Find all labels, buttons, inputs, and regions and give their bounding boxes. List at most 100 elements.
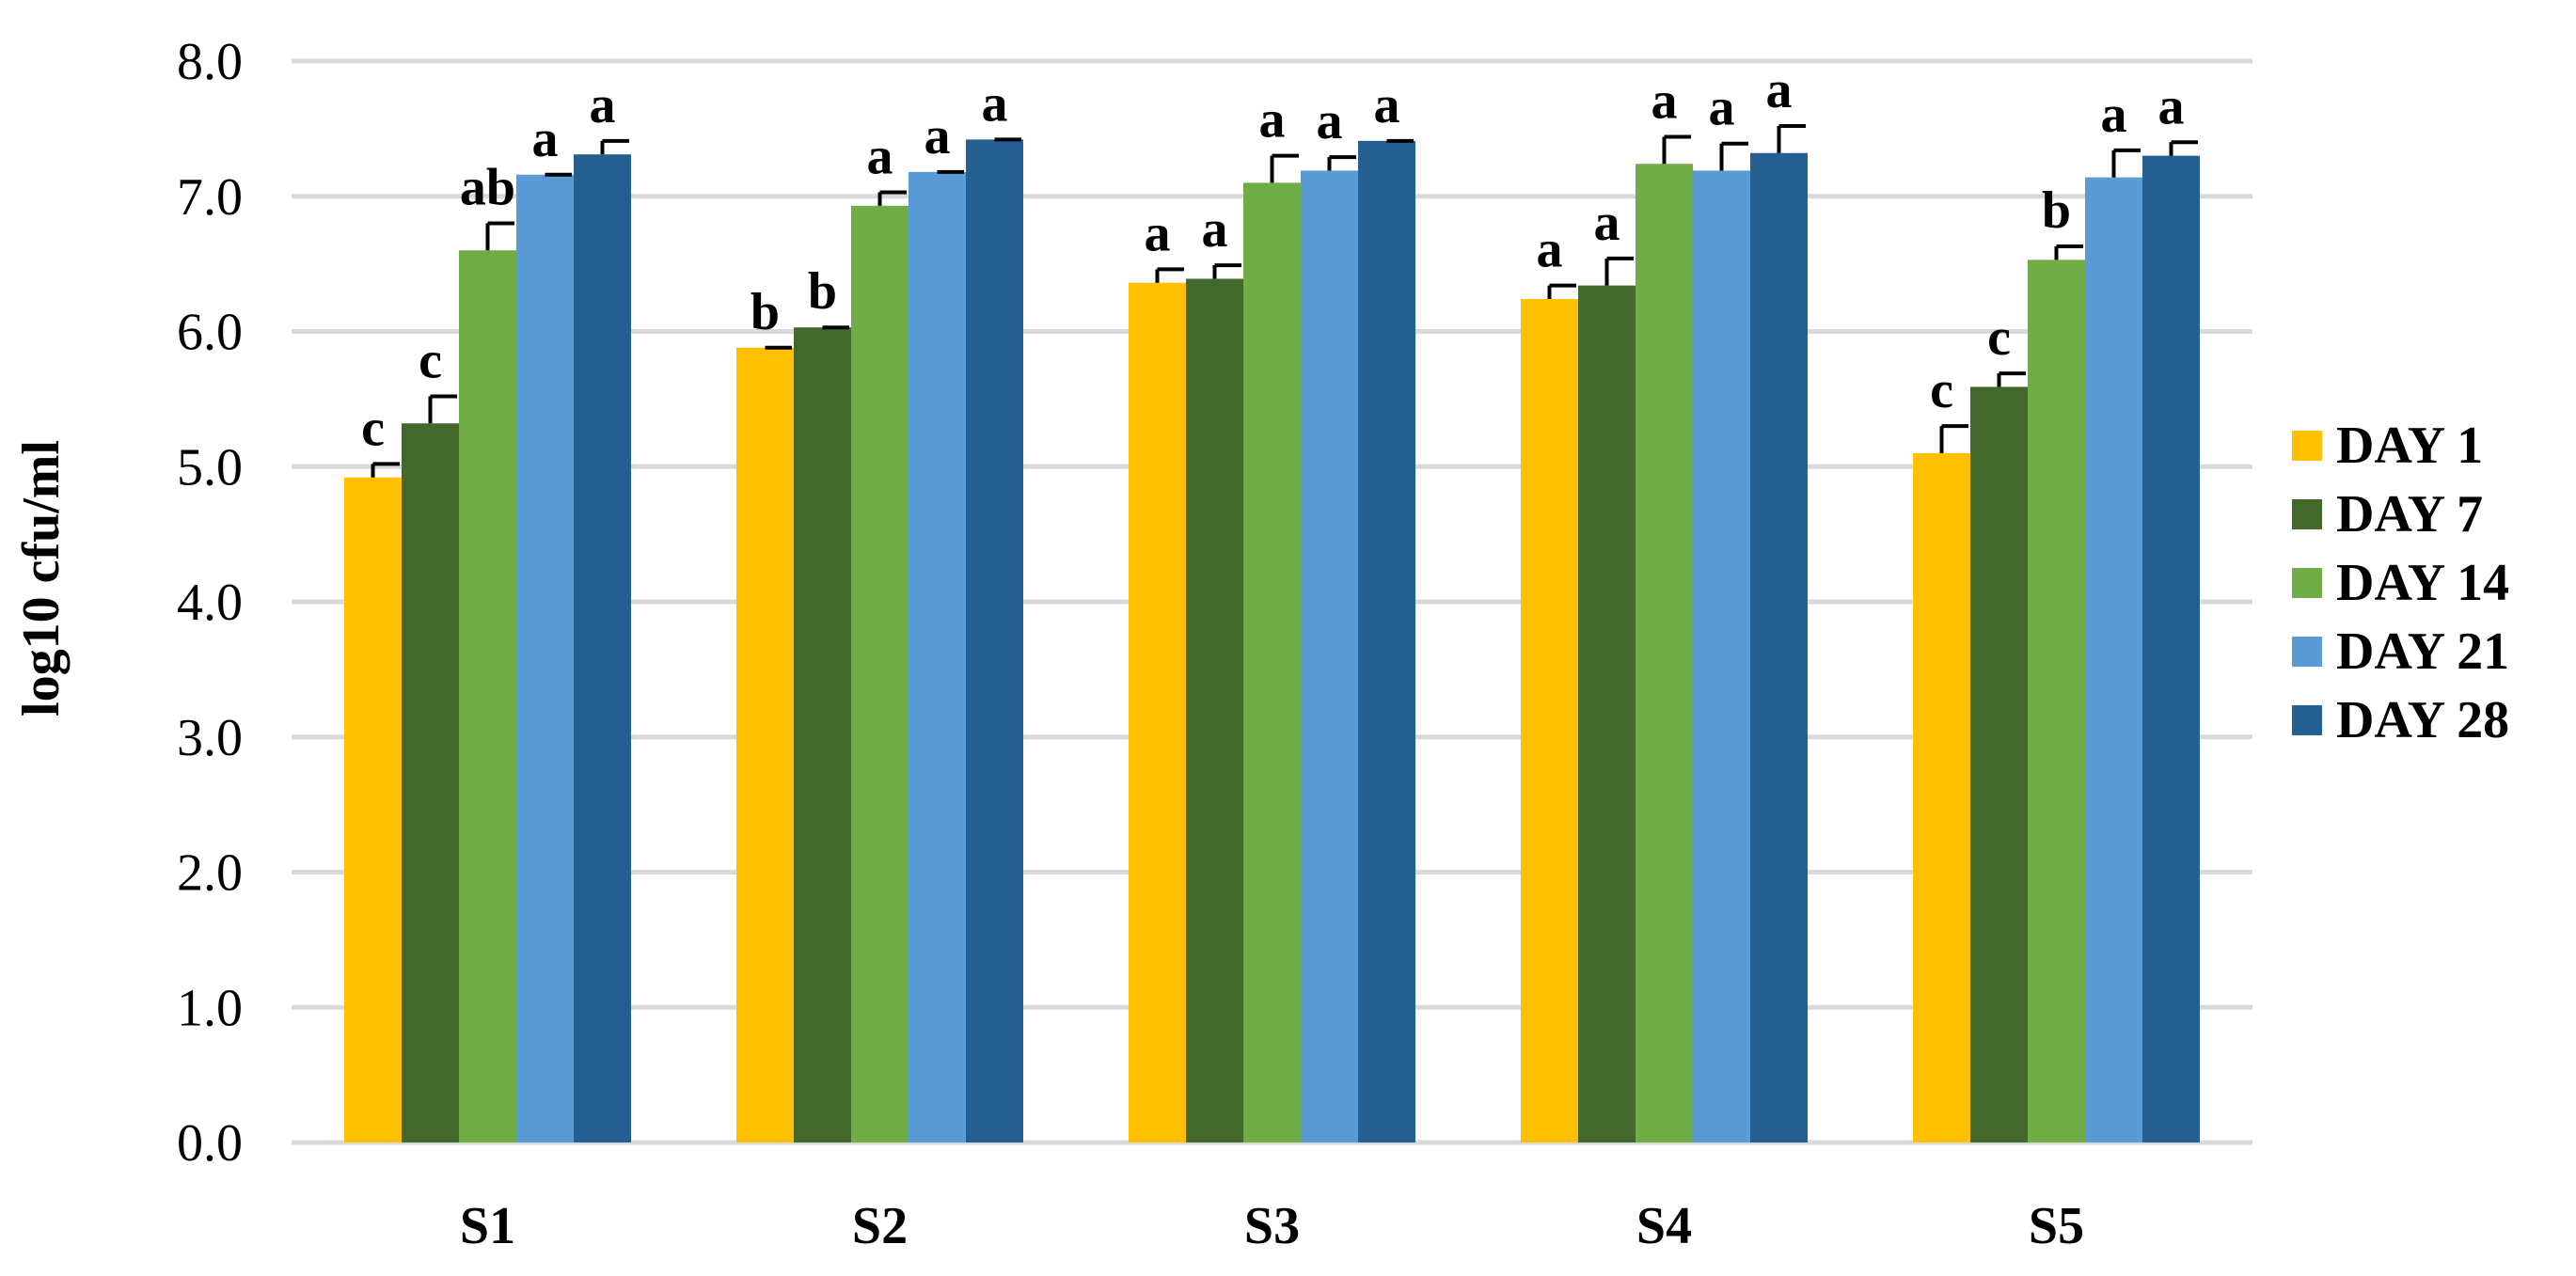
bar-s2-day-14 — [851, 205, 909, 1142]
legend-swatch — [2292, 431, 2322, 461]
significance-letter: a — [1145, 204, 1171, 262]
x-category-label: S5 — [2029, 1197, 2084, 1255]
y-tick-label: 2.0 — [177, 844, 243, 903]
error-bar — [2169, 140, 2198, 156]
significance-letter: a — [1259, 91, 1286, 150]
legend-item: DAY 28 — [2292, 691, 2509, 749]
significance-letter: a — [867, 127, 893, 185]
bar-s5-day-21 — [2085, 177, 2142, 1142]
bar-s4-day-28 — [1750, 152, 1808, 1142]
bar-s1-day-1 — [344, 477, 402, 1142]
legend-item: DAY 1 — [2292, 417, 2483, 475]
x-category-label: S4 — [1636, 1197, 1692, 1255]
significance-letter: a — [1374, 76, 1400, 134]
significance-letter: a — [1537, 221, 1563, 279]
legend-label: DAY 7 — [2336, 485, 2483, 543]
significance-letter: a — [1317, 92, 1343, 150]
significance-letter: a — [925, 107, 951, 165]
error-bar — [371, 462, 400, 478]
significance-letter: a — [2158, 77, 2185, 135]
x-category-label: S2 — [852, 1197, 908, 1255]
error-bars — [371, 124, 2198, 478]
error-bar — [600, 138, 629, 155]
y-tick-label: 6.0 — [177, 304, 243, 362]
significance-letter: ab — [460, 159, 515, 217]
bar-s3-day-21 — [1301, 170, 1358, 1142]
significance-letter: b — [808, 262, 837, 321]
significance-letter: c — [1930, 361, 1953, 419]
y-axis-ticks: 0.0 1.0 2.0 3.0 4.0 5.0 6.0 7.0 8.0 — [177, 33, 243, 1173]
legend-swatch — [2292, 568, 2322, 598]
error-bar — [485, 221, 514, 251]
legend: DAY 1 DAY 7 DAY 14 DAY 21 DAY 28 — [2292, 417, 2509, 749]
significance-letter: b — [2042, 181, 2071, 240]
error-bar — [1604, 256, 1634, 286]
bar-s4-day-21 — [1693, 170, 1750, 1142]
bar-s5-day-1 — [1913, 452, 1970, 1142]
significance-letter: a — [1202, 200, 1228, 259]
error-bar — [1155, 267, 1184, 283]
y-tick-label: 0.0 — [177, 1114, 243, 1173]
significance-letter: a — [1594, 194, 1620, 252]
bar-s3-day-1 — [1129, 282, 1186, 1142]
significance-letter: a — [2101, 86, 2127, 144]
legend-swatch — [2292, 637, 2322, 667]
y-tick-label: 5.0 — [177, 438, 243, 496]
bar-s5-day-14 — [2028, 260, 2085, 1142]
significance-letter: a — [532, 110, 559, 168]
legend-label: DAY 1 — [2336, 417, 2483, 475]
error-bar — [1270, 153, 1299, 183]
significance-letter: a — [1709, 79, 1735, 137]
bar-s3-day-14 — [1243, 182, 1301, 1142]
bar-s1-day-21 — [516, 174, 574, 1142]
error-bar — [877, 190, 907, 206]
bar-s1-day-28 — [574, 154, 631, 1142]
significance-letter: c — [419, 332, 442, 390]
significance-letter: a — [590, 76, 616, 134]
bar-s2-day-7 — [794, 327, 851, 1142]
significance-letter: a — [1651, 72, 1678, 131]
legend-swatch — [2292, 705, 2322, 735]
y-tick-label: 8.0 — [177, 33, 243, 91]
bar-s2-day-1 — [736, 347, 794, 1142]
significance-letter: a — [1766, 61, 1793, 119]
bars — [344, 139, 2200, 1142]
error-bar — [1939, 424, 1968, 453]
error-bar — [2054, 244, 2083, 260]
y-tick-label: 4.0 — [177, 574, 243, 632]
legend-item: DAY 14 — [2292, 554, 2509, 612]
y-axis-label: log10 cfu/ml — [12, 440, 71, 717]
significance-letter: a — [982, 74, 1008, 133]
x-category-label: S1 — [460, 1197, 515, 1255]
legend-label: DAY 28 — [2336, 691, 2509, 749]
significance-letter: b — [751, 283, 780, 341]
significance-letter: c — [361, 399, 385, 457]
y-tick-label: 7.0 — [177, 168, 243, 227]
error-bar — [1547, 283, 1576, 299]
bar-s5-day-7 — [1970, 386, 2028, 1142]
bar-s4-day-7 — [1578, 285, 1636, 1142]
bar-s4-day-1 — [1521, 299, 1578, 1142]
bar-s3-day-28 — [1358, 140, 1415, 1142]
error-bar — [1327, 155, 1356, 171]
legend-label: DAY 14 — [2336, 554, 2509, 612]
bar-s1-day-7 — [402, 423, 459, 1142]
significance-letter: c — [1987, 308, 2011, 367]
bar-s3-day-7 — [1186, 278, 1243, 1142]
error-bar — [1777, 124, 1806, 153]
legend-item: DAY 7 — [2292, 485, 2483, 543]
error-bar — [1662, 134, 1691, 165]
bar-s2-day-28 — [966, 139, 1023, 1142]
error-bar — [1997, 371, 2026, 387]
bar-s5-day-28 — [2142, 155, 2200, 1142]
error-bar — [1719, 141, 1748, 171]
y-tick-label: 1.0 — [177, 979, 243, 1037]
legend-label: DAY 21 — [2336, 622, 2509, 681]
bar-s1-day-14 — [459, 250, 516, 1142]
bar-s4-day-14 — [1636, 164, 1693, 1142]
x-category-label: S3 — [1244, 1197, 1300, 1255]
y-tick-label: 3.0 — [177, 709, 243, 767]
legend-swatch — [2292, 499, 2322, 529]
